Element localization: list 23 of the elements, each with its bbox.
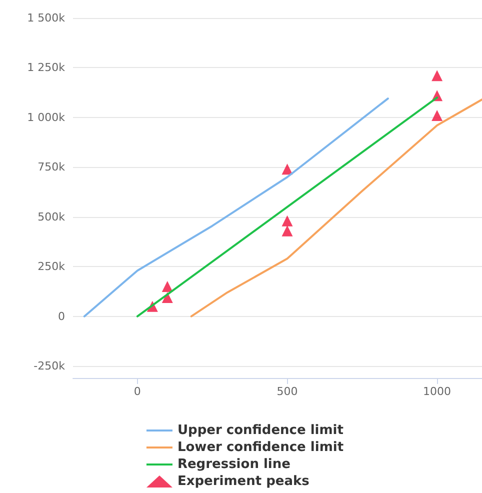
line-series <box>83 98 389 318</box>
y-tick-label: 1 500k <box>27 12 66 24</box>
y-tick-label: -250k <box>34 360 66 373</box>
point <box>162 281 173 292</box>
point <box>432 70 443 82</box>
legend-label: Lower confidence limit <box>177 440 344 455</box>
legend-label: Experiment peaks <box>177 474 310 489</box>
y-tick-label: 750k <box>38 160 66 174</box>
x-tick-label: 0 <box>134 385 141 398</box>
y-tick-label: 250k <box>38 260 66 274</box>
point <box>282 225 293 236</box>
y-tick-label: 1 000k <box>27 110 66 124</box>
line-series <box>190 98 482 318</box>
point <box>282 164 293 175</box>
point <box>282 215 293 226</box>
x-tick-label: 500 <box>276 385 298 398</box>
legend-label: Regression line <box>177 457 291 472</box>
legend-label: Upper confidence limit <box>177 423 344 438</box>
x-tick-label: 1000 <box>423 385 452 398</box>
y-tick-label: 500k <box>38 210 66 224</box>
y-tick-label: 1 250k <box>27 61 66 74</box>
y-tick-label: 0 <box>58 310 65 323</box>
point <box>432 110 443 121</box>
